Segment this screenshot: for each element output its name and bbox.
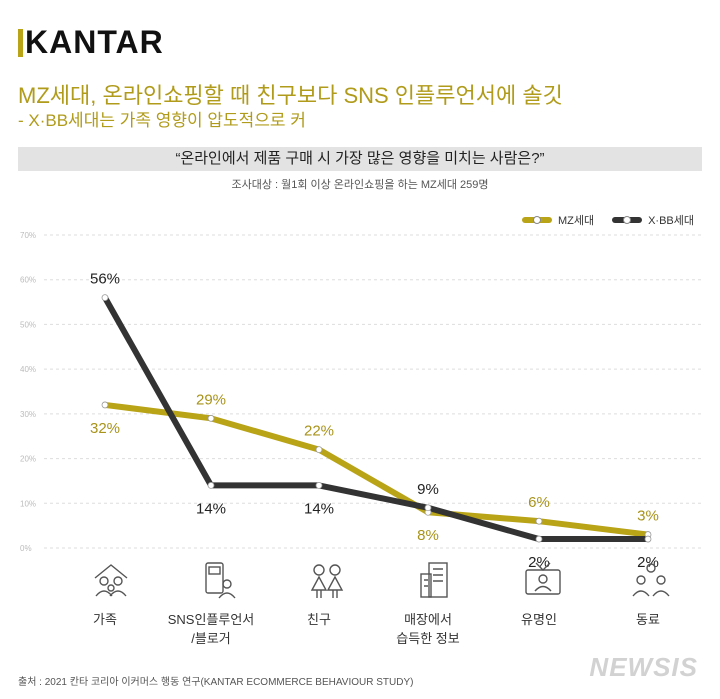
data-label-mz-4: 6% <box>528 494 550 511</box>
data-label-xbb-5: 2% <box>637 554 659 571</box>
y-tick-label-0: 0% <box>20 544 32 553</box>
data-point-xbb-3 <box>424 504 432 512</box>
newsis-watermark: NEWSIS <box>589 652 698 682</box>
data-point-mz-1 <box>207 414 215 422</box>
survey-note: 조사대상 : 월1회 이상 온라인쇼핑을 하는 MZ세대 259명 <box>231 179 489 191</box>
legend-item-xbb: X·BB세대 <box>612 212 694 228</box>
legend-swatch-mz <box>521 216 552 224</box>
chart-legend: MZ세대 X·BB세대 <box>521 212 694 228</box>
kantar-logo: KANTAR <box>18 24 164 61</box>
y-tick-label-10: 10% <box>20 499 36 508</box>
series-line-mz <box>102 401 651 538</box>
data-label-mz-2: 22% <box>304 423 334 440</box>
legend-label-xbb: X·BB세대 <box>648 215 694 227</box>
logo-accent-bar <box>18 28 23 57</box>
x-tick-label-0: 가족 <box>93 612 117 627</box>
legend-item-mz: MZ세대 <box>521 212 595 228</box>
y-tick-label-20: 20% <box>20 455 36 464</box>
x-tick-label-3: 매장에서 습득한 정보 <box>396 612 460 646</box>
data-label-xbb-2: 14% <box>304 500 334 517</box>
data-point-xbb-1 <box>207 481 215 489</box>
store-icon <box>420 562 448 598</box>
data-point-xbb-5 <box>644 535 652 543</box>
y-tick-label-40: 40% <box>20 365 36 374</box>
data-label-mz-3: 8% <box>417 527 439 544</box>
logo-text: KANTAR <box>25 24 164 60</box>
y-tick-label-50: 50% <box>20 320 36 329</box>
chart-subheadline: - X·BB세대는 가족 영향이 압도적으로 커 <box>18 111 306 130</box>
source-note: 출처 : 2021 칸타 코리아 이커머스 행동 연구(KANTAR ECOMM… <box>18 677 414 688</box>
data-point-xbb-0 <box>101 294 109 302</box>
data-point-mz-2 <box>315 446 323 454</box>
data-label-xbb-4: 2% <box>528 554 550 571</box>
family-icon <box>94 564 128 597</box>
data-point-mz-0 <box>101 401 109 409</box>
data-label-mz-5: 3% <box>637 508 659 525</box>
question-banner: “온라인에서 제품 구매 시 가장 많은 영향을 미치는 사람은?” <box>18 147 702 171</box>
influencer-phone-icon <box>205 562 236 599</box>
y-tick-label-30: 30% <box>20 410 36 419</box>
series-line-xbb <box>102 294 651 543</box>
data-label-xbb-1: 14% <box>196 500 226 517</box>
x-tick-label-2: 친구 <box>307 612 331 627</box>
y-tick-label-70: 70% <box>20 231 36 240</box>
data-point-mz-4 <box>535 517 543 525</box>
x-tick-label-1: SNS인플루언서/블로거 <box>167 612 255 646</box>
legend-label-mz: MZ세대 <box>557 215 595 227</box>
data-point-xbb-4 <box>535 535 543 543</box>
coworkers-icon <box>632 563 670 597</box>
data-label-mz-1: 29% <box>196 391 226 408</box>
x-tick-label-5: 동료 <box>636 612 660 627</box>
data-point-xbb-2 <box>315 481 323 489</box>
chart-headline: MZ세대, 온라인쇼핑할 때 친구보다 SNS 인플루언서에 솔깃 <box>18 83 563 108</box>
data-label-xbb-3: 9% <box>417 481 439 498</box>
x-tick-label-4: 유명인 <box>521 612 557 627</box>
tv-celebrity-icon <box>525 562 561 595</box>
y-tick-label-60: 60% <box>20 276 36 285</box>
data-label-xbb-0: 56% <box>90 271 120 288</box>
friends-icon <box>310 564 344 598</box>
data-label-mz-0: 32% <box>90 420 120 437</box>
legend-swatch-xbb <box>612 216 643 224</box>
